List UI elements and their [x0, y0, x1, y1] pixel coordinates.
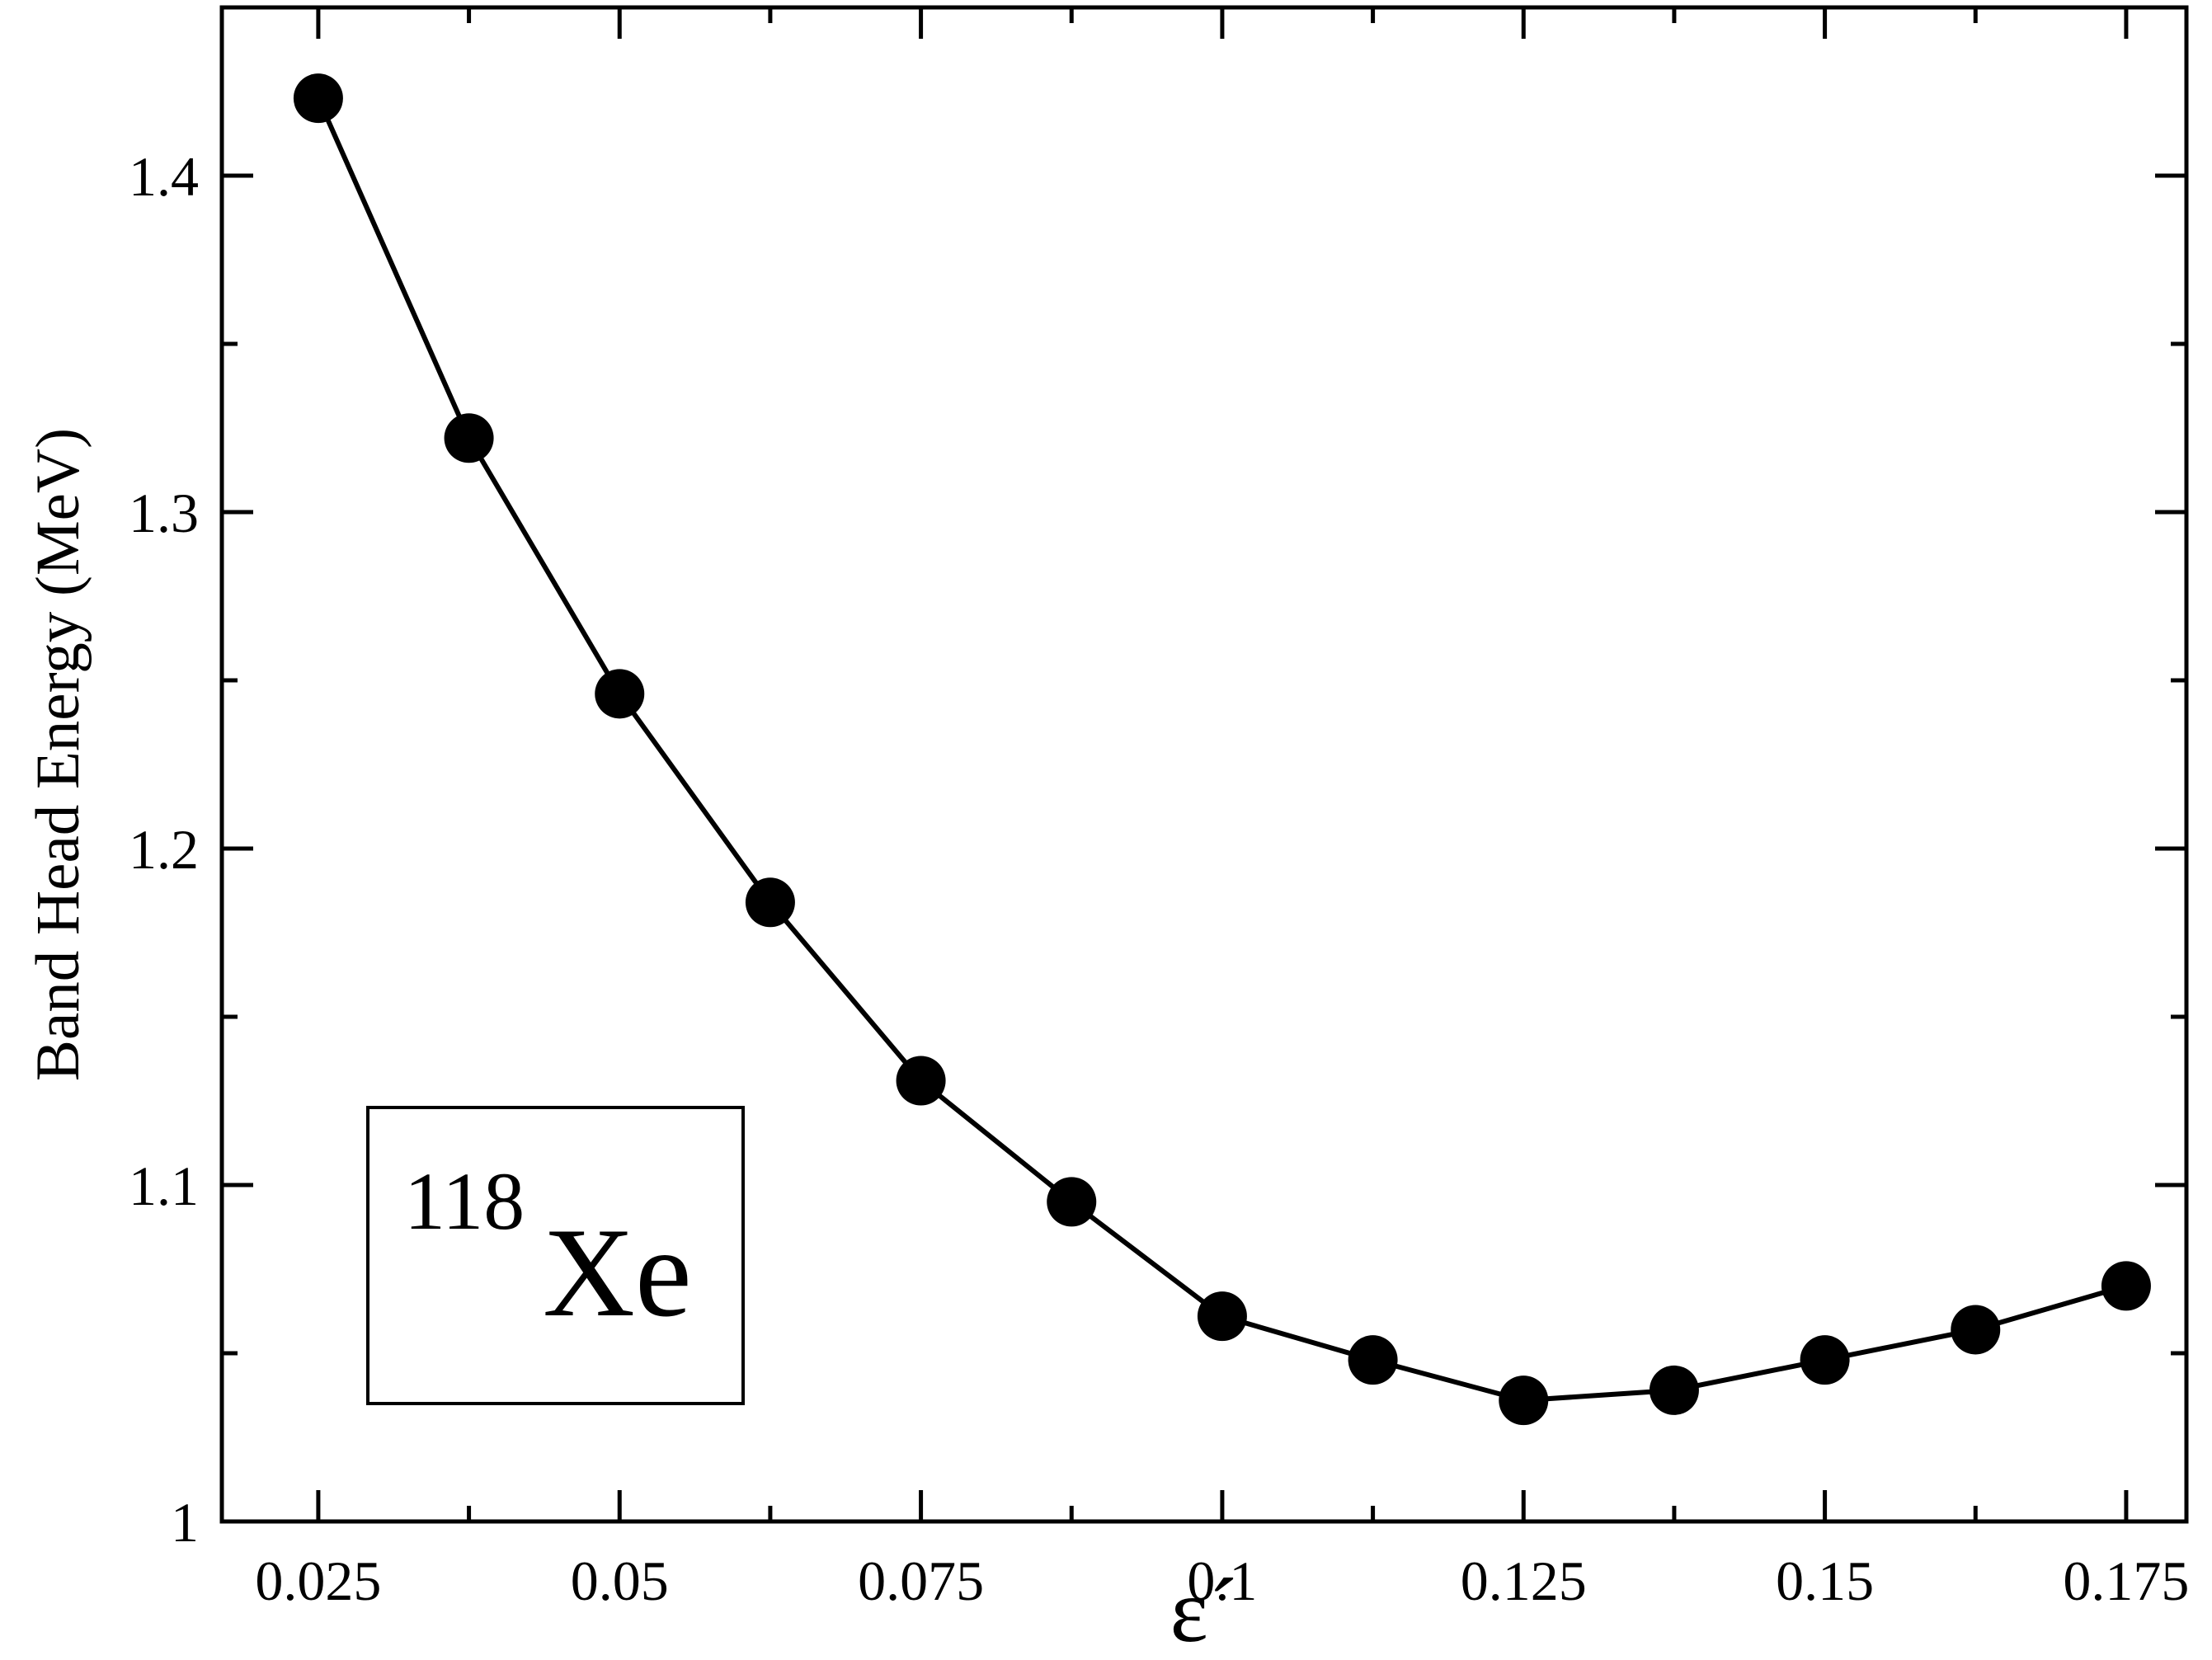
x-tick-label: 0.05 [571, 1549, 669, 1612]
annotation-element: Xe [543, 1202, 692, 1343]
y-axis-label: Band Head Energy (MeV) [24, 428, 92, 1081]
x-tick-label: 0.175 [2063, 1549, 2189, 1612]
y-tick-label: 1.4 [129, 145, 199, 208]
data-point [2101, 1261, 2151, 1311]
data-point [293, 73, 343, 124]
y-tick-label: 1.2 [129, 818, 199, 881]
x-tick-label: 0.125 [1461, 1549, 1587, 1612]
data-point [1499, 1375, 1549, 1426]
data-point [745, 877, 795, 928]
plot-frame [219, 5, 2189, 1524]
y-tick-label: 1.1 [129, 1154, 199, 1217]
y-tick-label: 1.3 [129, 482, 199, 544]
data-point [1047, 1177, 1097, 1227]
data-point [444, 413, 494, 463]
annotation-box [366, 1106, 745, 1405]
data-point [1951, 1305, 2001, 1355]
data-point [1197, 1291, 1247, 1342]
data-point [896, 1056, 946, 1106]
data-point [595, 669, 645, 719]
data-point [1800, 1335, 1850, 1385]
x-tick-label: 0.15 [1776, 1549, 1874, 1612]
y-tick-label: 1 [171, 1491, 199, 1554]
x-axis-label: ε´ [1170, 1560, 1239, 1660]
data-point [1649, 1365, 1699, 1415]
x-tick-label: 0.1 [1187, 1549, 1257, 1612]
annotation-mass: 118 [404, 1155, 525, 1247]
x-tick-label: 0.025 [255, 1549, 381, 1612]
x-tick-label: 0.075 [858, 1549, 984, 1612]
data-point [1348, 1335, 1398, 1385]
